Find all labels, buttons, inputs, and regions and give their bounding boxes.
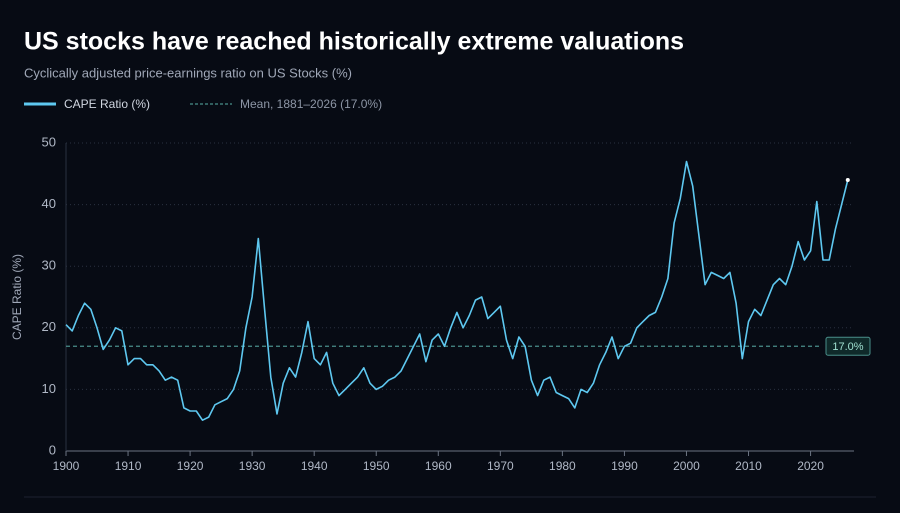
y-tick-label: 50 (42, 134, 56, 149)
y-axis-label: CAPE Ratio (%) (10, 254, 24, 340)
x-tick-label: 1900 (53, 459, 80, 473)
x-tick-label: 2020 (797, 459, 824, 473)
x-tick-label: 1980 (549, 459, 576, 473)
x-tick-label: 1990 (611, 459, 638, 473)
x-tick-label: 1920 (177, 459, 204, 473)
end-dot (845, 177, 850, 182)
cape-line (65, 160, 849, 421)
x-tick-label: 1970 (487, 459, 514, 473)
x-tick-label: 1930 (239, 459, 266, 473)
x-tick-label: 1940 (301, 459, 328, 473)
x-tick-label: 2000 (673, 459, 700, 473)
chart-title: US stocks have reached historically extr… (24, 28, 684, 56)
y-tick-label: 10 (42, 381, 56, 396)
y-tick-label: 30 (42, 258, 56, 273)
x-tick-label: 1960 (425, 459, 452, 473)
legend-label: CAPE Ratio (%) (64, 97, 150, 111)
x-tick-label: 1950 (363, 459, 390, 473)
mean-label-box (825, 336, 871, 356)
chart-subtitle: Cyclically adjusted price-earnings ratio… (24, 65, 352, 80)
x-tick-label: 1910 (115, 459, 142, 473)
y-tick-label: 20 (42, 319, 56, 334)
mean-label: 17.0% (832, 341, 863, 353)
x-tick-label: 2010 (735, 459, 762, 473)
y-tick-label: 0 (49, 442, 56, 457)
legend-label: Mean, 1881–2026 (17.0%) (240, 97, 382, 111)
y-tick-label: 40 (42, 196, 56, 211)
